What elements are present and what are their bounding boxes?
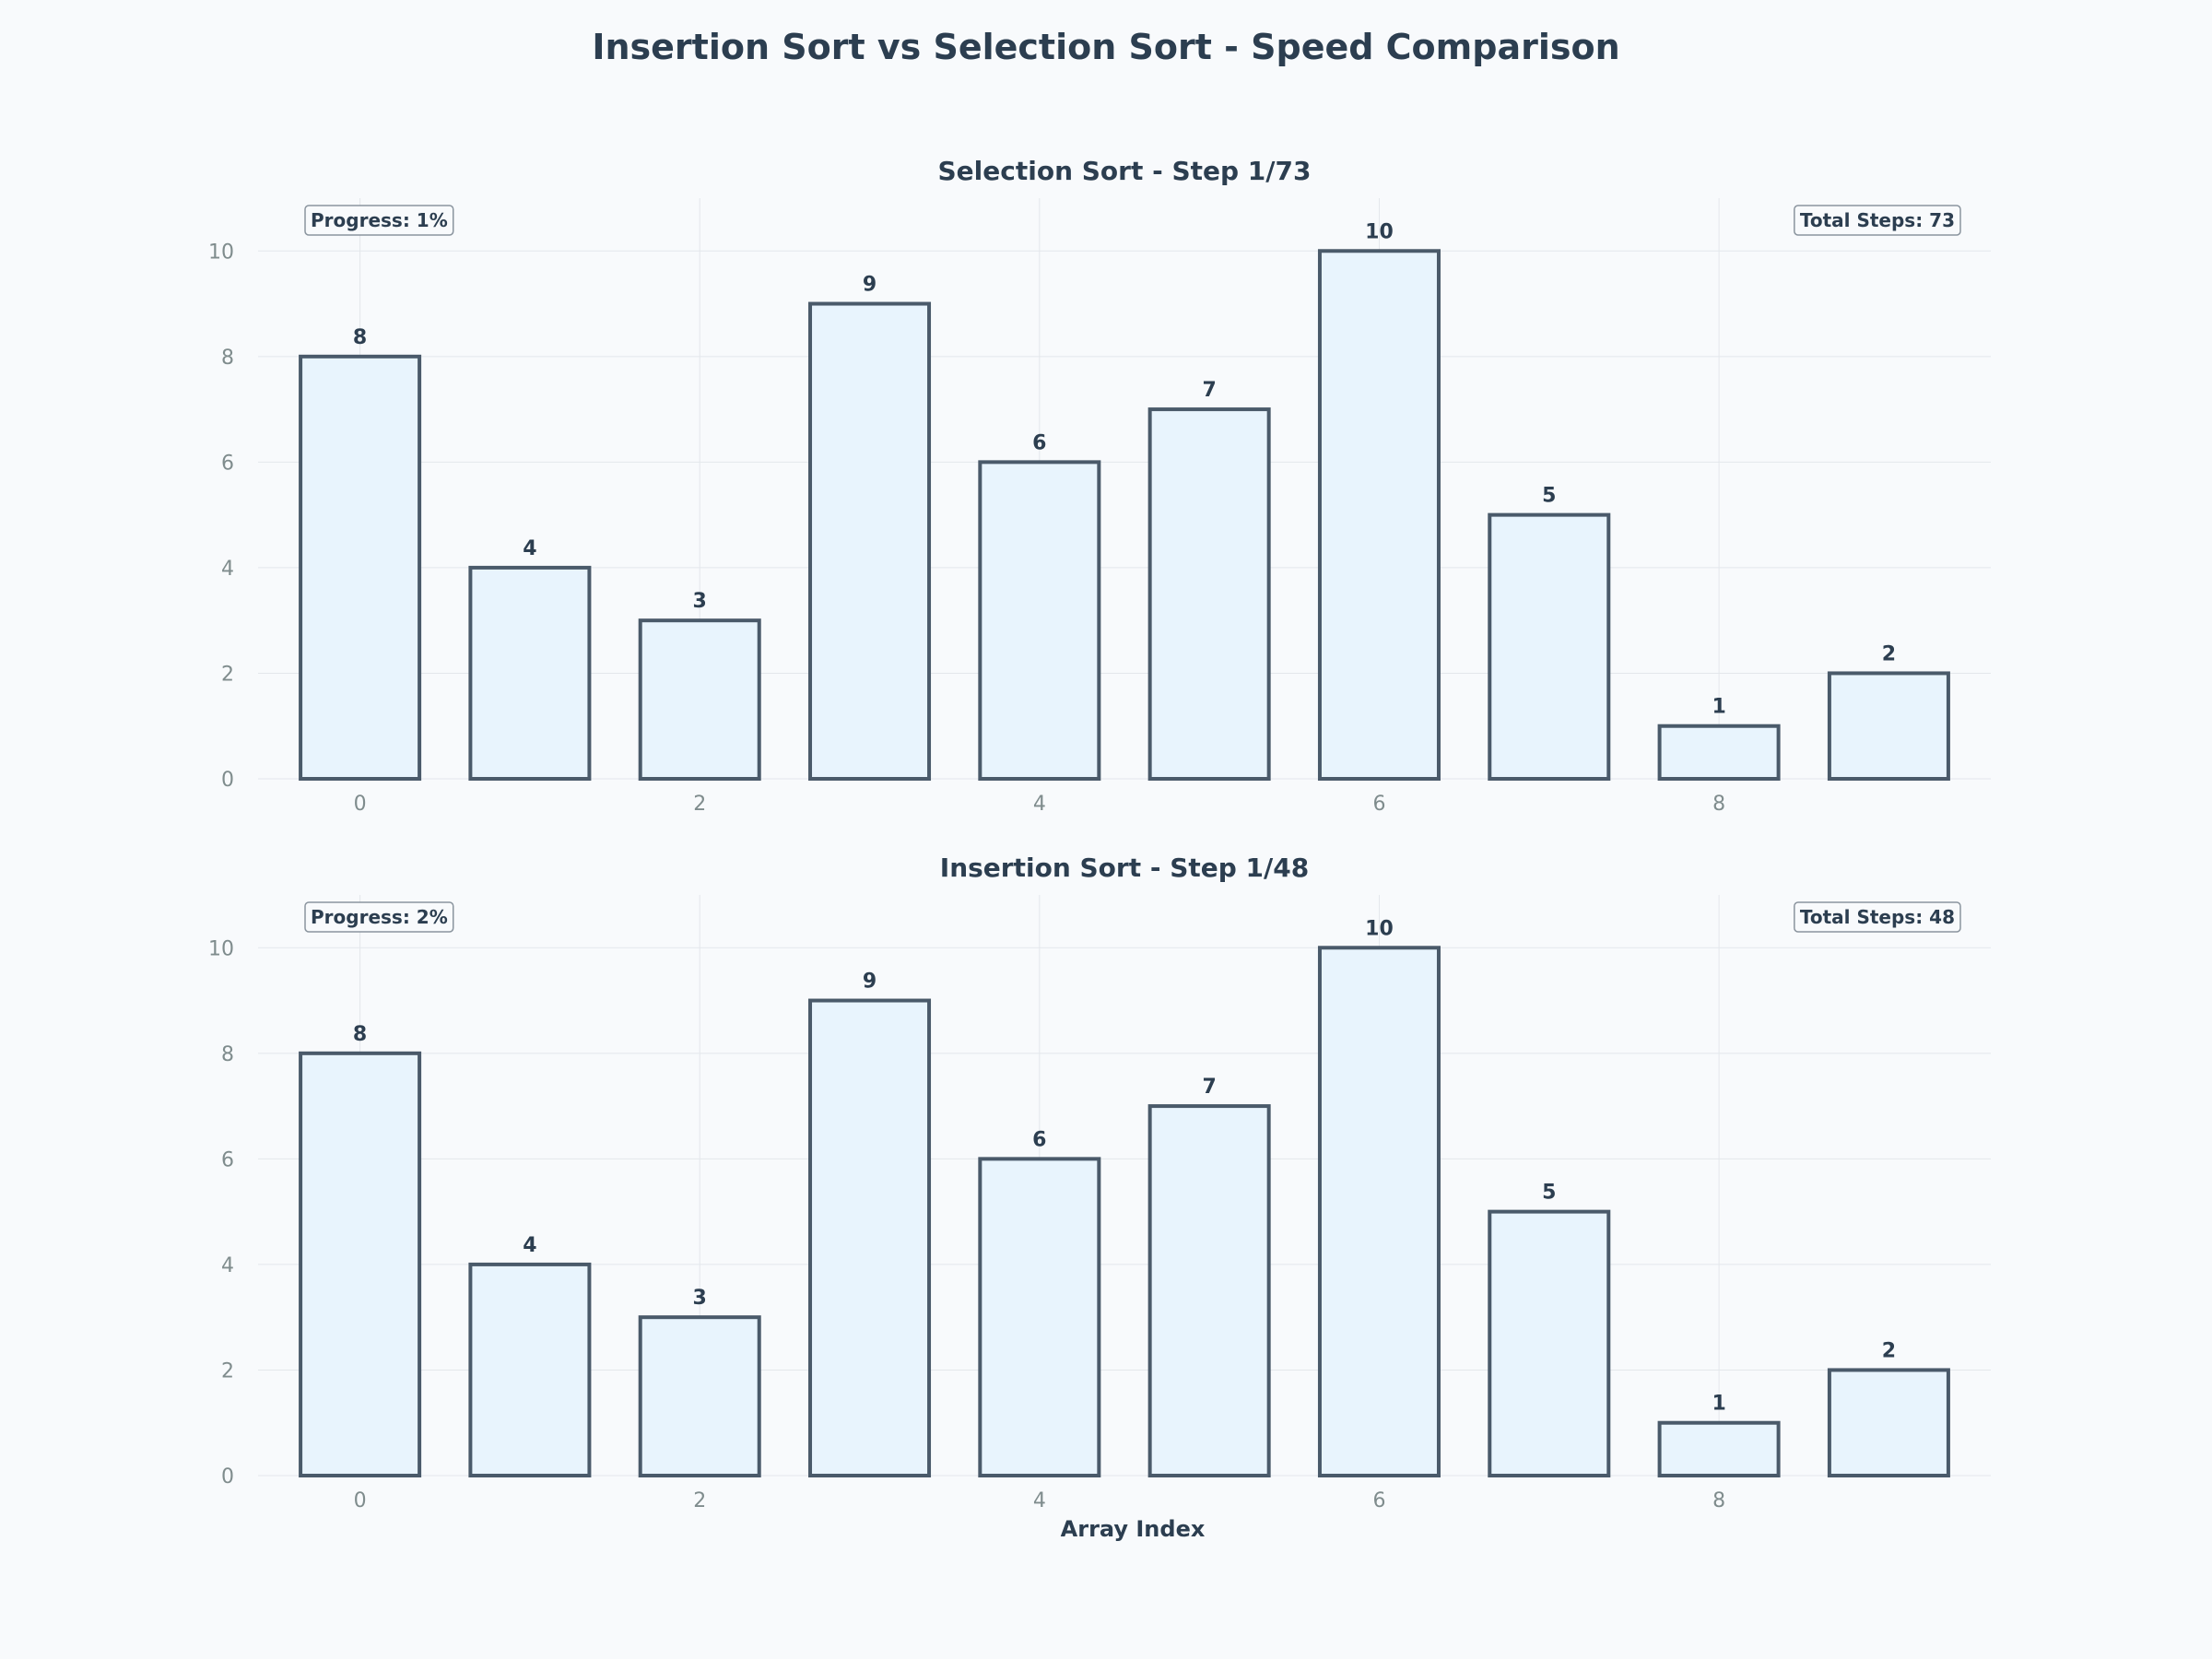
x-axis-label: Array Index — [1061, 1516, 1206, 1542]
selection-bar-label-7: 5 — [1542, 485, 1556, 508]
selection-xtick-1: 2 — [693, 793, 706, 816]
selection-ytick-5: 10 — [208, 241, 234, 264]
insertion-total-steps-label: Total Steps: 48 — [1800, 906, 1955, 928]
insertion-bar-3 — [808, 998, 932, 1477]
selection-progress-label: Progress: 1% — [311, 209, 448, 231]
figure-title: Insertion Sort vs Selection Sort - Speed… — [592, 27, 1619, 67]
selection-bar-0 — [299, 354, 422, 781]
insertion-bar-8 — [1657, 1420, 1781, 1478]
selection-bar-label-4: 6 — [1032, 431, 1046, 454]
selection-xtick-0: 0 — [354, 793, 367, 816]
selection-ytick-2: 4 — [221, 558, 234, 581]
insertion-bar-2 — [638, 1315, 761, 1477]
insertion-ytick-3: 6 — [221, 1148, 234, 1171]
insertion-bar-label-9: 2 — [1882, 1339, 1896, 1362]
insertion-bar-7 — [1488, 1209, 1611, 1477]
selection-panel-title: Selection Sort - Step 1/73 — [938, 156, 1312, 186]
insertion-xtick-2: 4 — [1033, 1489, 1046, 1512]
selection-sort-panel: 8 4 3 9 6 7 10 5 1 2 0 2 4 6 8 10 0 2 4 6 8 Selection Sort - … — [208, 156, 1991, 816]
selection-ytick-4: 8 — [221, 347, 234, 370]
selection-bar-6 — [1317, 249, 1441, 782]
insertion-ytick-5: 10 — [208, 937, 234, 960]
insertion-bar-4 — [978, 1157, 1101, 1477]
selection-ytick-3: 6 — [221, 452, 234, 475]
selection-total-steps-label: Total Steps: 73 — [1800, 209, 1955, 231]
selection-progress-label-box — [304, 205, 454, 236]
selection-bar-9 — [1827, 671, 1950, 781]
selection-bar-4 — [978, 460, 1101, 781]
insertion-total-steps-label-box — [1794, 901, 1961, 933]
insertion-panel-title: Insertion Sort - Step 1/48 — [940, 853, 1309, 883]
selection-bar-label-6: 10 — [1365, 220, 1394, 243]
insertion-bar-label-5: 7 — [1203, 1076, 1217, 1099]
selection-xtick-4: 8 — [1712, 793, 1725, 816]
selection-bar-label-9: 2 — [1882, 642, 1896, 665]
insertion-bar-label-4: 6 — [1032, 1128, 1046, 1151]
insertion-xtick-3: 6 — [1372, 1489, 1385, 1512]
selection-bar-label-2: 3 — [693, 590, 707, 613]
insertion-bar-label-1: 4 — [523, 1234, 536, 1257]
insertion-bar-9 — [1827, 1368, 1950, 1478]
insertion-xtick-0: 0 — [354, 1489, 367, 1512]
insertion-bar-5 — [1147, 1104, 1271, 1478]
insertion-bar-1 — [468, 1262, 592, 1477]
selection-bar-8 — [1657, 724, 1781, 782]
insertion-bar-label-0: 8 — [353, 1023, 367, 1046]
selection-xtick-3: 6 — [1372, 793, 1385, 816]
selection-xtick-2: 4 — [1033, 793, 1046, 816]
selection-bar-3 — [808, 301, 932, 781]
insertion-xtick-1: 2 — [693, 1489, 706, 1512]
insertion-bar-label-8: 1 — [1712, 1393, 1725, 1416]
selection-bar-5 — [1147, 407, 1271, 781]
insertion-bar-label-7: 5 — [1542, 1182, 1556, 1205]
insertion-bar-0 — [299, 1051, 422, 1478]
insertion-progress-label-box — [304, 901, 454, 933]
selection-ytick-0: 0 — [221, 769, 234, 792]
insertion-progress-label: Progress: 2% — [311, 906, 448, 928]
insertion-bar-label-3: 9 — [863, 971, 877, 994]
insertion-bar-label-2: 3 — [693, 1287, 707, 1310]
insertion-bar-6 — [1317, 946, 1441, 1477]
selection-bar-label-5: 7 — [1203, 379, 1217, 402]
selection-bar-label-8: 1 — [1712, 696, 1725, 719]
selection-bar-label-0: 8 — [353, 326, 367, 349]
selection-bar-2 — [638, 618, 761, 781]
insertion-bar-label-6: 10 — [1365, 917, 1394, 940]
insertion-ytick-1: 2 — [221, 1359, 234, 1382]
selection-bar-label-3: 9 — [863, 274, 877, 297]
selection-bar-1 — [468, 565, 592, 782]
insertion-ytick-2: 4 — [221, 1254, 234, 1277]
insertion-sort-panel: 8 4 3 9 6 7 10 5 1 2 0 2 4 6 8 10 0 2 4 6 8 Insertion Sort - … — [208, 853, 1991, 1512]
selection-bar-label-1: 4 — [523, 537, 536, 560]
selection-total-steps-label-box — [1794, 205, 1961, 236]
insertion-ytick-0: 0 — [221, 1465, 234, 1488]
insertion-ytick-4: 8 — [221, 1043, 234, 1066]
insertion-xtick-4: 8 — [1712, 1489, 1725, 1512]
selection-ytick-1: 2 — [221, 663, 234, 686]
selection-bar-7 — [1488, 512, 1611, 781]
